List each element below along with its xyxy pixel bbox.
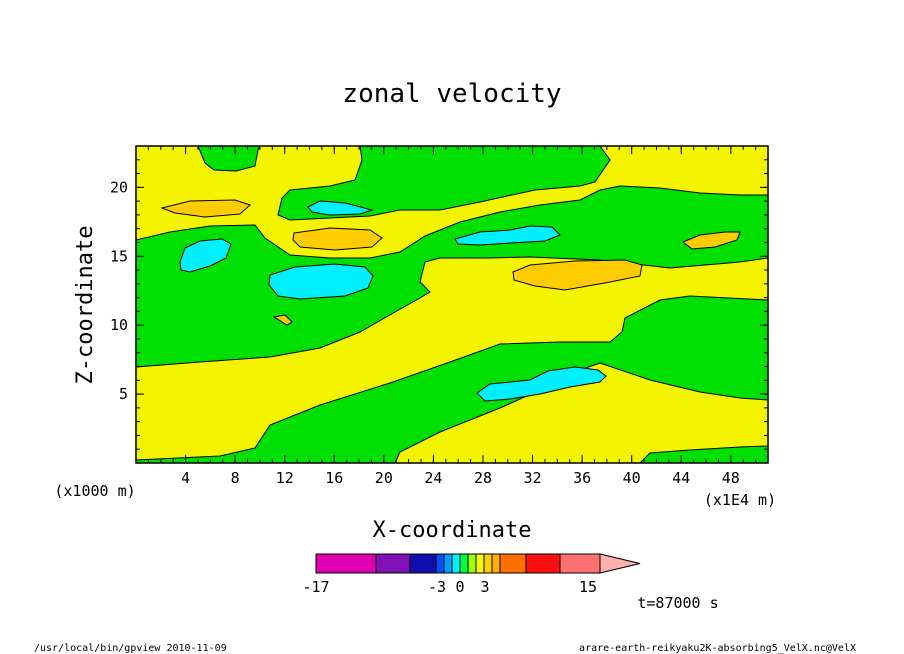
cyan-blob-5: [476, 366, 607, 402]
yellow-band-upper: [136, 146, 768, 259]
y-unit-label: (x1000 m): [54, 482, 135, 500]
orange-blob-4: [682, 231, 741, 250]
colorbar: -3 0 3: [315, 553, 641, 596]
x-tick-label: 16: [325, 469, 343, 487]
x-tick-label: 36: [573, 469, 591, 487]
x-tick-label: 8: [231, 469, 240, 487]
footer-left: /usr/local/bin/gpview 2010-11-09: [34, 643, 227, 654]
x-tick-label: 20: [375, 469, 393, 487]
cyan-blob-2: [268, 263, 374, 300]
colorbar-segment: [475, 553, 485, 574]
colorbar-max-label: 15: [579, 578, 597, 596]
x-tick-label: 24: [424, 469, 442, 487]
yellow-band-main: [136, 256, 768, 461]
chart-title: zonal velocity: [342, 79, 561, 109]
plot-frame: [135, 145, 769, 464]
colorbar-segment: [443, 553, 453, 574]
colorbar-segment: [483, 553, 493, 574]
cyan-blob-3: [307, 200, 374, 216]
axis-ticks: [136, 146, 768, 463]
x-tick-label: 44: [672, 469, 690, 487]
y-tick-label: 10: [110, 316, 128, 334]
colorbar-segment: [459, 553, 469, 574]
orange-blob-3: [512, 259, 643, 291]
time-label: t=87000 s: [637, 594, 718, 612]
x-tick-label: 32: [524, 469, 542, 487]
colorbar-segment: [375, 553, 411, 574]
colorbar-min-label: -17: [302, 578, 329, 596]
colorbar-segment: [451, 553, 461, 574]
orange-blob-1: [160, 199, 251, 218]
colorbar-segment: [315, 553, 377, 574]
y-tick-label: 5: [119, 385, 128, 403]
x-tick-label: 4: [181, 469, 190, 487]
yellow-band-low: [394, 362, 768, 463]
colorbar-segment: [467, 553, 477, 574]
colorbar-tick-label: 3: [480, 578, 489, 596]
colorbar-segment: [409, 553, 437, 574]
x-tick-label: 48: [722, 469, 740, 487]
x-tick-label: 28: [474, 469, 492, 487]
colorbar-segment: [491, 553, 501, 574]
colorbar-segment: [559, 553, 601, 574]
x-axis-title: X-coordinate: [373, 518, 532, 543]
x-unit-label: (x1E4 m): [704, 491, 776, 509]
x-tick-label: 40: [623, 469, 641, 487]
colorbar-tick-label: 0: [455, 578, 464, 596]
y-axis-title: Z-coordinate: [73, 226, 98, 385]
y-tick-label: 15: [110, 247, 128, 265]
x-tick-label: 12: [276, 469, 294, 487]
colorbar-segment: [525, 553, 561, 574]
colorbar-segment: [499, 553, 527, 574]
colorbar-arrow: [599, 553, 641, 574]
footer-right: arare-earth-reikyaku2K-absorbing5_VelX.n…: [579, 643, 856, 654]
y-tick-label: 20: [110, 178, 128, 196]
colorbar-segment: [435, 553, 445, 574]
colorbar-tick-label: -3: [428, 578, 446, 596]
orange-blob-5: [272, 314, 293, 326]
orange-blob-2: [292, 227, 383, 251]
cyan-blob-4: [454, 225, 561, 246]
cyan-blob-1: [179, 238, 232, 273]
plot-area: [136, 146, 768, 463]
